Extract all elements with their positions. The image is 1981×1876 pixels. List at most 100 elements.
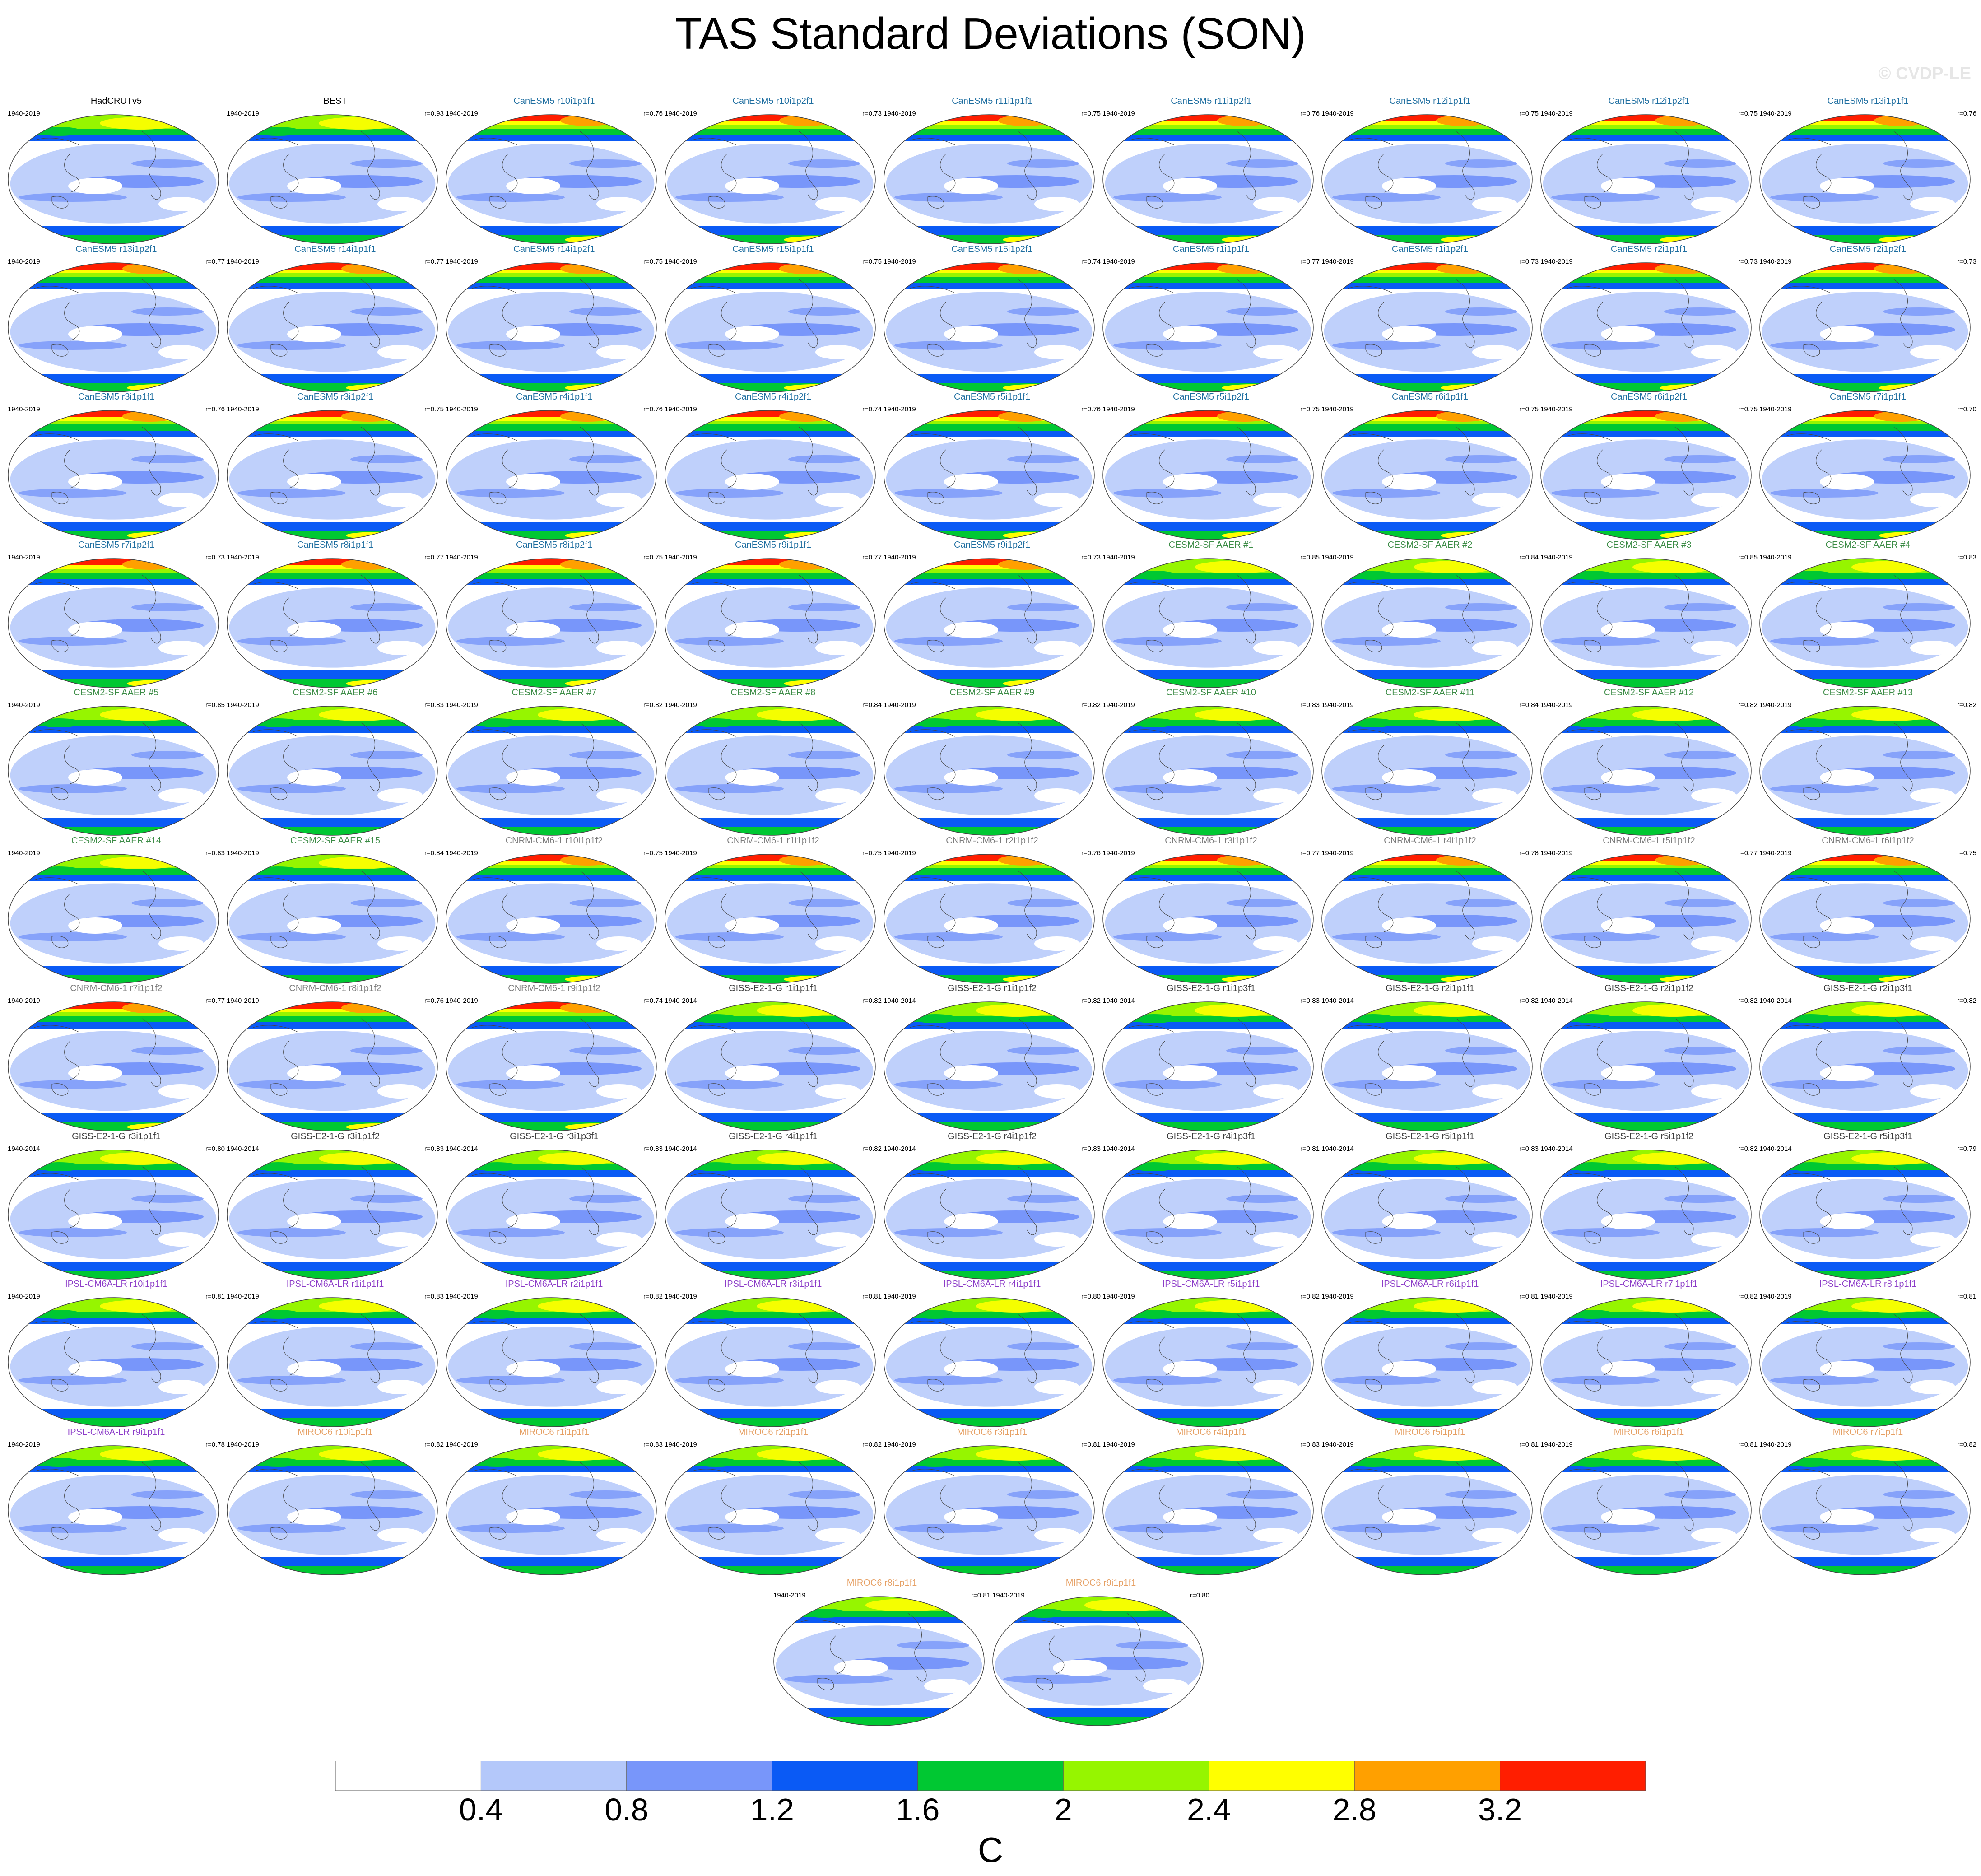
- map-panel: CESM2-SF AAER #9 1940-2019 r=0.82: [883, 688, 1102, 837]
- map-heatmap: [446, 706, 657, 836]
- map-panel: CanESM5 r9i1p1f1 1940-2019 r=0.77: [664, 540, 883, 689]
- panel-pattern-correlation: r=0.75: [643, 849, 663, 857]
- map-panel: GISS-E2-1-G r1i1p1f1 1940-2014 r=0.82: [664, 983, 883, 1132]
- panel-period: 1940-2014: [1321, 997, 1354, 1005]
- map-panel: CESM2-SF AAER #2 1940-2019 r=0.84: [1321, 540, 1539, 689]
- panel-title: MIROC6 r1i1p1f1: [519, 1427, 590, 1437]
- panel-pattern-correlation: r=0.75: [1519, 110, 1539, 117]
- panel-period: 1940-2019: [446, 405, 478, 413]
- map-panel: MIROC6 r6i1p1f1 1940-2019 r=0.81: [1539, 1427, 1758, 1576]
- map-heatmap: [1102, 114, 1314, 244]
- panel-period: 1940-2019: [8, 849, 40, 857]
- panel-title: CanESM5 r4i1p1f1: [516, 392, 592, 402]
- panel-period: 1940-2019: [1102, 1440, 1135, 1448]
- map-heatmap: [446, 262, 657, 392]
- panel-pattern-correlation: r=0.81: [971, 1592, 990, 1599]
- panel-title: CanESM5 r5i1p1f1: [954, 392, 1030, 402]
- map-heatmap: [1321, 1445, 1533, 1575]
- panel-pattern-correlation: r=0.82: [862, 997, 882, 1005]
- panel-pattern-correlation: r=0.75: [643, 257, 663, 265]
- map-panel: CanESM5 r14i1p2f1 1940-2019 r=0.75: [445, 244, 664, 393]
- map-panel: IPSL-CM6A-LR r8i1p1f1 1940-2019 r=0.81: [1758, 1279, 1977, 1428]
- map-heatmap: [665, 1001, 876, 1131]
- panel-title: IPSL-CM6A-LR r4i1p1f1: [943, 1279, 1041, 1289]
- panel-title: CanESM5 r12i1p1f1: [1389, 96, 1471, 106]
- map-heatmap: [1540, 1445, 1752, 1575]
- panel-pattern-correlation: r=0.75: [1300, 405, 1320, 413]
- panel-period: 1940-2014: [227, 1145, 259, 1153]
- panel-title: CNRM-CM6-1 r3i1p1f2: [1165, 835, 1257, 846]
- panel-pattern-correlation: r=0.75: [1519, 405, 1539, 413]
- map-panel: CESM2-SF AAER #11 1940-2019 r=0.84: [1321, 688, 1539, 837]
- panel-pattern-correlation: r=0.78: [1519, 849, 1539, 857]
- panel-period: 1940-2019: [8, 257, 40, 265]
- map-heatmap: [884, 706, 1095, 836]
- panel-period: 1940-2019: [665, 849, 697, 857]
- colorbar-box: [1500, 1761, 1646, 1791]
- panel-pattern-correlation: r=0.82: [1300, 1293, 1320, 1300]
- map-panel: IPSL-CM6A-LR r5i1p1f1 1940-2019 r=0.82: [1102, 1279, 1321, 1428]
- panel-period: 1940-2019: [1540, 1440, 1573, 1448]
- map-heatmap: [8, 1445, 219, 1575]
- panel-title: GISS-E2-1-G r5i1p1f2: [1604, 1131, 1693, 1141]
- panel-period: 1940-2019: [1759, 701, 1792, 709]
- panel-pattern-correlation: r=0.74: [643, 997, 663, 1005]
- colorbar-box: [335, 1761, 481, 1791]
- panel-period: 1940-2019: [1540, 405, 1573, 413]
- panel-title: GISS-E2-1-G r1i1p1f2: [948, 983, 1037, 993]
- map-heatmap: [1321, 1001, 1533, 1131]
- panel-pattern-correlation: r=0.83: [1300, 701, 1320, 709]
- panel-pattern-correlation: r=0.83: [643, 1145, 663, 1153]
- panel-period: 1940-2019: [227, 701, 259, 709]
- panel-title: CESM2-SF AAER #2: [1387, 540, 1473, 550]
- map-panel: CNRM-CM6-1 r7i1p1f2 1940-2019 r=0.77: [7, 983, 226, 1132]
- panel-title: CanESM5 r11i1p2f1: [1171, 96, 1251, 106]
- panel-title: CNRM-CM6-1 r9i1p1f2: [508, 983, 600, 993]
- chart-title: TAS Standard Deviations (SON): [675, 9, 1306, 58]
- panel-pattern-correlation: r=0.77: [424, 553, 444, 561]
- panel-pattern-correlation: r=0.83: [205, 849, 225, 857]
- map-heatmap: [665, 558, 876, 688]
- map-panel: CESM2-SF AAER #7 1940-2019 r=0.82: [445, 688, 664, 837]
- panel-title: CESM2-SF AAER #7: [512, 688, 597, 698]
- panel-title: CESM2-SF AAER #10: [1166, 688, 1256, 698]
- panel-pattern-correlation: r=0.76: [1081, 849, 1101, 857]
- map-heatmap: [8, 262, 219, 392]
- panel-period: 1940-2019: [1540, 257, 1573, 265]
- map-heatmap: [8, 853, 219, 984]
- panel-pattern-correlation: r=0.81: [205, 1293, 225, 1300]
- map-panel: HadCRUTv5 1940-2019: [7, 96, 226, 245]
- map-heatmap: [1759, 706, 1971, 836]
- colorbar-box: [1354, 1761, 1501, 1791]
- map-panel: CESM2-SF AAER #15 1940-2019 r=0.84: [226, 836, 445, 985]
- panel-pattern-correlation: r=0.79: [1957, 1145, 1976, 1153]
- map-panel: MIROC6 r3i1p1f1 1940-2019 r=0.81: [883, 1427, 1102, 1576]
- map-heatmap: [1759, 1297, 1971, 1427]
- map-panel: GISS-E2-1-G r4i1p1f2 1940-2014 r=0.83: [883, 1131, 1102, 1280]
- panel-pattern-correlation: r=0.73: [1519, 257, 1539, 265]
- panel-title: CESM2-SF AAER #11: [1385, 688, 1475, 698]
- map-heatmap: [1321, 1297, 1533, 1427]
- map-heatmap: [1102, 410, 1314, 540]
- panel-period: 1940-2019: [1540, 110, 1573, 117]
- panel-period: 1940-2019: [665, 257, 697, 265]
- panel-title: GISS-E2-1-G r3i1p3f1: [510, 1131, 599, 1141]
- panel-pattern-correlation: r=0.84: [1519, 553, 1539, 561]
- panel-period: 1940-2019: [8, 1293, 40, 1300]
- panel-pattern-correlation: r=0.83: [643, 1440, 663, 1448]
- map-panel: CanESM5 r5i1p2f1 1940-2019 r=0.75: [1102, 392, 1321, 541]
- panel-title: CanESM5 r3i1p2f1: [297, 392, 373, 402]
- panel-period: 1940-2014: [446, 1145, 478, 1153]
- panel-pattern-correlation: r=0.75: [1957, 849, 1976, 857]
- map-panel: CanESM5 r8i1p1f1 1940-2019 r=0.77: [226, 540, 445, 689]
- panel-title: CanESM5 r14i1p2f1: [513, 244, 595, 254]
- panel-pattern-correlation: r=0.73: [205, 553, 225, 561]
- map-heatmap: [1540, 1001, 1752, 1131]
- panel-period: 1940-2019: [1759, 1293, 1792, 1300]
- map-heatmap: [1321, 410, 1533, 540]
- panel-period: 1940-2019: [1540, 553, 1573, 561]
- map-panel: CESM2-SF AAER #3 1940-2019 r=0.85: [1539, 540, 1758, 689]
- panel-title: IPSL-CM6A-LR r8i1p1f1: [1819, 1279, 1917, 1289]
- map-panel: CanESM5 r8i1p2f1 1940-2019 r=0.75: [445, 540, 664, 689]
- map-panel: CanESM5 r15i1p1f1 1940-2019 r=0.75: [664, 244, 883, 393]
